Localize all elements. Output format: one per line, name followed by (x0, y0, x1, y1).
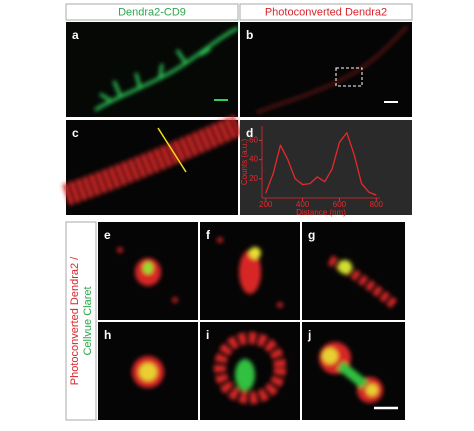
x-tick-label: 400 (296, 200, 310, 209)
header-box (239, 3, 413, 21)
header-label: Dendra2-CD9 (118, 6, 186, 18)
x-tick-label: 600 (333, 200, 347, 209)
x-tick-label: 800 (370, 200, 384, 209)
image-panel (66, 22, 238, 117)
y-tick-label: 20 (249, 174, 258, 183)
chart-panel (240, 120, 412, 215)
panel-label: a (72, 28, 79, 42)
header-label: Photoconverted Dendra2 (265, 6, 387, 18)
dendrite (94, 26, 239, 112)
x-tick-label: 200 (259, 200, 273, 209)
dendrite (62, 114, 243, 206)
panel-label: g (308, 228, 315, 242)
data-line (265, 132, 377, 196)
y-axis-label: Counts (a.u.) (240, 139, 249, 186)
side-label: Photoconverted Dendra2 / (69, 256, 81, 385)
panel-label: c (72, 126, 79, 140)
side-label: Cellvue Claret (82, 286, 94, 355)
profile-line (157, 127, 187, 173)
side-label-box (65, 221, 97, 421)
y-tick-label: 60 (249, 136, 258, 145)
panel-label: f (206, 228, 211, 242)
y-tick-label: 40 (249, 155, 258, 164)
dendrite (257, 24, 410, 114)
zoom-box (335, 67, 363, 87)
panel-label: i (206, 328, 209, 342)
panel-label: b (246, 28, 253, 42)
panel-label: h (104, 328, 111, 342)
panel-label: d (246, 126, 253, 140)
cell-image (117, 237, 399, 404)
panel-label: e (104, 228, 111, 242)
x-axis-label: Distance (nm) (296, 208, 346, 217)
image-panel (240, 22, 412, 117)
line-chart: 20 40 60 200 400 600 800 Distance (nm) Counts (a… (240, 126, 384, 217)
panel-label: j (307, 328, 311, 342)
header-box (65, 3, 239, 21)
